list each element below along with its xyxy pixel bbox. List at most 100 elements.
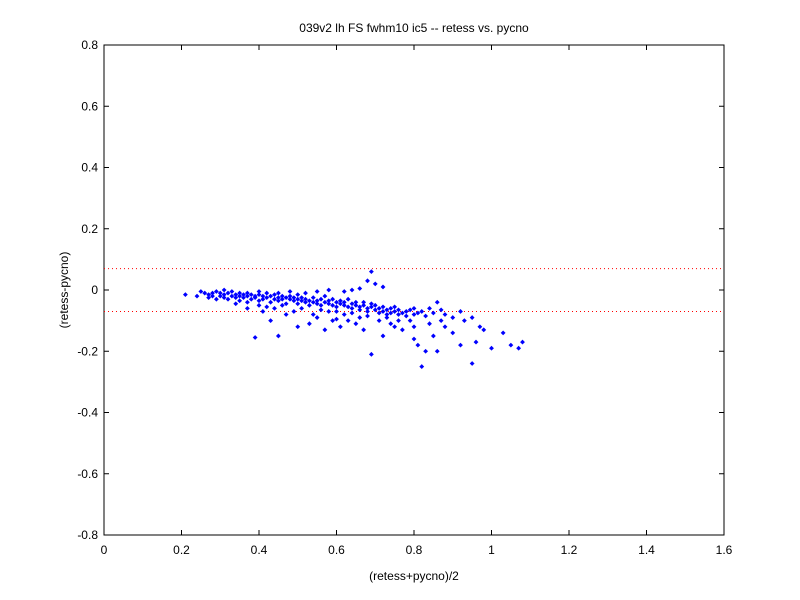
data-point bbox=[427, 305, 432, 311]
data-point bbox=[341, 289, 347, 294]
data-point bbox=[306, 321, 312, 327]
data-point bbox=[303, 290, 308, 296]
data-point bbox=[322, 293, 328, 299]
data-point bbox=[407, 318, 413, 324]
data-point bbox=[384, 312, 390, 317]
data-point bbox=[221, 292, 227, 297]
data-point bbox=[407, 307, 413, 313]
data-point bbox=[368, 304, 374, 310]
data-point bbox=[275, 333, 281, 339]
x-axis-ticks: 0 0.2 0.4 0.6 0.8 1 1.2 1.4 1.6 bbox=[101, 45, 733, 557]
data-point bbox=[264, 290, 270, 296]
x-tick-label: 0.6 bbox=[328, 543, 345, 557]
data-point bbox=[194, 293, 200, 299]
data-point bbox=[322, 327, 328, 333]
data-point bbox=[233, 301, 239, 307]
data-point bbox=[202, 290, 208, 296]
data-point bbox=[430, 333, 436, 339]
data-point bbox=[206, 295, 212, 301]
data-point bbox=[322, 299, 328, 305]
data-point bbox=[306, 302, 312, 308]
data-point bbox=[314, 301, 320, 307]
data-point bbox=[438, 318, 444, 324]
data-point bbox=[213, 296, 219, 302]
data-point bbox=[295, 292, 301, 297]
data-point bbox=[469, 315, 475, 320]
data-point bbox=[357, 315, 363, 320]
data-point bbox=[368, 269, 374, 275]
plot-area bbox=[103, 44, 725, 536]
data-point bbox=[237, 293, 243, 299]
data-point bbox=[233, 292, 239, 297]
data-point bbox=[275, 298, 281, 304]
data-point bbox=[217, 293, 223, 299]
data-point bbox=[306, 298, 312, 304]
y-tick-label: 0.2 bbox=[81, 222, 98, 236]
data-point bbox=[260, 293, 266, 299]
data-point bbox=[295, 296, 301, 302]
y-tick-label: -0.8 bbox=[77, 528, 98, 542]
data-point bbox=[260, 309, 266, 314]
data-point bbox=[442, 312, 448, 317]
data-point bbox=[415, 310, 421, 316]
data-point bbox=[337, 298, 343, 304]
x-axis-label: (retess+pycno)/2 bbox=[369, 569, 459, 583]
data-point bbox=[481, 327, 487, 333]
data-point bbox=[337, 324, 343, 330]
data-point bbox=[318, 296, 324, 302]
data-point bbox=[256, 289, 262, 294]
data-point bbox=[198, 289, 204, 294]
data-point bbox=[399, 327, 405, 333]
data-point bbox=[326, 287, 332, 293]
data-point bbox=[268, 318, 274, 324]
data-point bbox=[388, 321, 394, 327]
data-point bbox=[357, 286, 363, 291]
data-point bbox=[275, 295, 281, 301]
data-point bbox=[403, 309, 409, 314]
data-point bbox=[221, 287, 227, 293]
data-point bbox=[419, 309, 425, 314]
data-point bbox=[411, 324, 417, 330]
data-point bbox=[368, 351, 374, 357]
x-tick-label: 0.8 bbox=[406, 543, 423, 557]
data-point bbox=[516, 345, 522, 351]
data-point bbox=[287, 293, 293, 299]
data-point bbox=[326, 309, 332, 314]
data-point bbox=[275, 290, 281, 296]
data-point bbox=[295, 301, 301, 307]
data-point bbox=[458, 342, 463, 348]
data-point bbox=[380, 284, 386, 290]
data-point bbox=[279, 302, 285, 308]
data-point bbox=[221, 295, 227, 301]
data-point bbox=[268, 293, 274, 299]
data-point bbox=[303, 296, 308, 302]
data-point bbox=[337, 301, 343, 307]
data-point bbox=[361, 327, 367, 333]
data-point bbox=[380, 304, 386, 310]
data-point bbox=[283, 312, 289, 317]
data-point bbox=[213, 289, 219, 294]
y-tick-label: -0.6 bbox=[77, 467, 98, 481]
data-point bbox=[434, 299, 440, 305]
data-point bbox=[349, 287, 355, 293]
data-point bbox=[392, 324, 398, 330]
data-point bbox=[287, 296, 293, 302]
data-point bbox=[182, 292, 188, 297]
data-point bbox=[430, 310, 436, 316]
data-point bbox=[388, 305, 394, 311]
data-point bbox=[217, 290, 223, 296]
data-point bbox=[256, 298, 262, 304]
data-point bbox=[396, 318, 401, 324]
data-point bbox=[237, 290, 243, 296]
x-tick-label: 0 bbox=[101, 543, 108, 557]
data-points bbox=[182, 269, 525, 369]
data-point bbox=[345, 318, 351, 324]
data-point bbox=[256, 292, 262, 297]
data-point bbox=[372, 307, 378, 313]
data-point bbox=[326, 298, 332, 304]
data-point bbox=[368, 301, 374, 307]
y-tick-label: 0.4 bbox=[81, 161, 98, 175]
data-point bbox=[411, 336, 417, 342]
data-point bbox=[365, 309, 370, 314]
data-point bbox=[361, 299, 367, 305]
